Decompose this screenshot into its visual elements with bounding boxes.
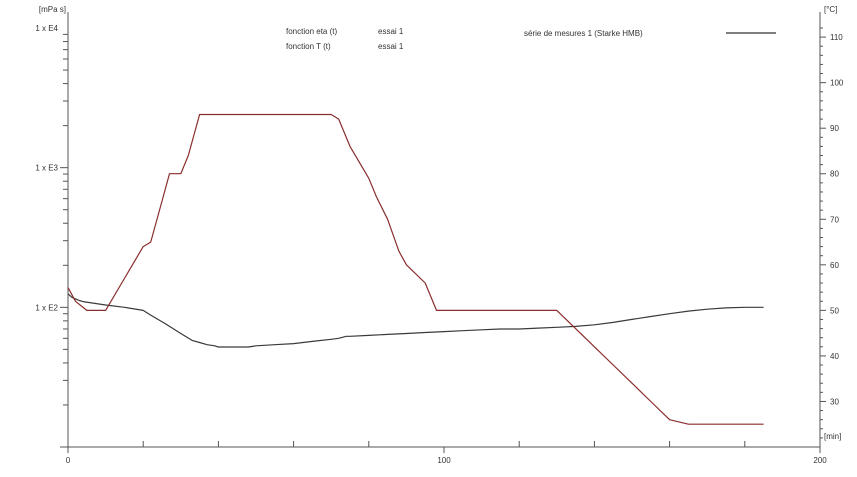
series-line-temperature [67,113,764,425]
legend-entry-run: essai 1 [378,42,404,51]
series-line-eta [67,293,764,348]
legend-entry-name: fonction eta (t) [286,27,337,36]
right-axis-tick-label: 90 [830,124,839,133]
right-axis-tick-label: 110 [830,33,843,42]
right-axis-tick-label: 60 [830,261,839,270]
legend-entry-name: fonction T (t) [286,42,331,51]
left-axis-tick-label: 1 x E2 [35,303,58,312]
x-axis-tick-label: 200 [813,456,827,465]
right-axis-tick-label: 50 [830,306,839,315]
left-axis-tick-label: 1 x E4 [35,24,58,33]
legend-entry-run: essai 1 [378,27,404,36]
legend-series-text: série de mesures 1 (Starke HMB) [524,29,643,38]
right-axis-tick-label: 100 [830,79,844,88]
right-axis-unit-label: [°C] [824,5,837,14]
left-axis-unit-label: [mPa s] [39,5,66,14]
right-axis-tick-label: 30 [830,397,839,406]
right-axis-tick-label: 70 [830,215,839,224]
left-axis-tick-label: 1 x E3 [35,164,58,173]
x-axis-tick-label: 0 [66,456,71,465]
x-axis-tick-label: 100 [437,456,451,465]
right-axis-tick-label: 40 [830,352,839,361]
x-axis-unit-label: [min] [824,432,841,441]
right-axis-tick-label: 80 [830,170,839,179]
